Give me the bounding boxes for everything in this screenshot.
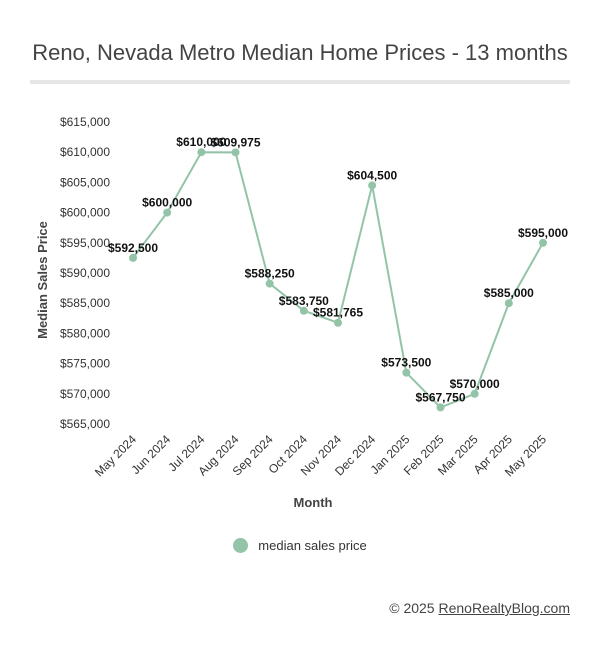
blog-link[interactable]: RenoRealtyBlog.com bbox=[438, 600, 570, 616]
y-tick-label: $610,000 bbox=[60, 145, 110, 159]
data-point bbox=[163, 208, 172, 217]
data-label: $573,500 bbox=[381, 356, 431, 370]
data-point bbox=[470, 389, 479, 398]
data-label: $588,250 bbox=[245, 267, 295, 281]
data-points bbox=[129, 148, 547, 412]
data-point bbox=[231, 148, 240, 157]
copyright-text: © 2025 bbox=[389, 600, 435, 616]
data-label: $600,000 bbox=[142, 196, 192, 210]
y-tick-label: $570,000 bbox=[60, 387, 110, 401]
y-tick-label: $595,000 bbox=[60, 236, 110, 250]
y-tick-label: $580,000 bbox=[60, 326, 110, 340]
data-label: $609,975 bbox=[210, 135, 260, 149]
data-point bbox=[299, 306, 308, 315]
data-label: $581,765 bbox=[313, 306, 363, 320]
data-label: $570,000 bbox=[450, 377, 500, 391]
y-tick-label: $590,000 bbox=[60, 266, 110, 280]
data-label: $604,500 bbox=[347, 168, 397, 182]
data-point bbox=[504, 299, 513, 308]
data-label: $595,000 bbox=[518, 226, 568, 240]
data-point bbox=[368, 181, 377, 190]
y-tick-label: $605,000 bbox=[60, 175, 110, 189]
y-axis-ticks: $565,000 $570,000 $575,000 $580,000 $585,000… bbox=[60, 115, 110, 431]
data-point bbox=[265, 279, 274, 288]
data-point bbox=[129, 253, 137, 262]
y-tick-label: $565,000 bbox=[60, 417, 110, 431]
chart-title: Reno, Nevada Metro Median Home Prices - … bbox=[32, 40, 568, 65]
legend-swatch bbox=[233, 538, 249, 553]
data-label: $610,000 bbox=[176, 135, 226, 149]
data-point bbox=[334, 318, 342, 327]
data-label: $592,500 bbox=[108, 241, 158, 255]
series-line bbox=[132, 151, 544, 409]
title-divider bbox=[30, 80, 570, 84]
data-point bbox=[436, 403, 445, 412]
x-axis-title: Month bbox=[294, 495, 333, 510]
legend-label: median sales price bbox=[258, 538, 367, 553]
legend: median sales price bbox=[0, 538, 600, 553]
data-labels: $592,500 $600,000 $610,000$609,975 $588,250… bbox=[108, 135, 568, 404]
y-tick-label: $585,000 bbox=[60, 296, 110, 310]
data-label: $567,750 bbox=[415, 390, 465, 404]
y-tick-label: $615,000 bbox=[60, 115, 110, 129]
data-point bbox=[197, 148, 206, 157]
y-axis-title: Median Sales Price bbox=[35, 221, 50, 339]
data-label: $583,750 bbox=[279, 294, 329, 308]
data-point bbox=[539, 238, 547, 247]
data-label: $585,000 bbox=[484, 286, 534, 300]
y-tick-label: $600,000 bbox=[60, 206, 110, 220]
y-tick-label: $575,000 bbox=[60, 357, 110, 371]
data-point bbox=[402, 368, 411, 377]
footer-credit: © 2025 RenoRealtyBlog.com bbox=[389, 600, 570, 616]
